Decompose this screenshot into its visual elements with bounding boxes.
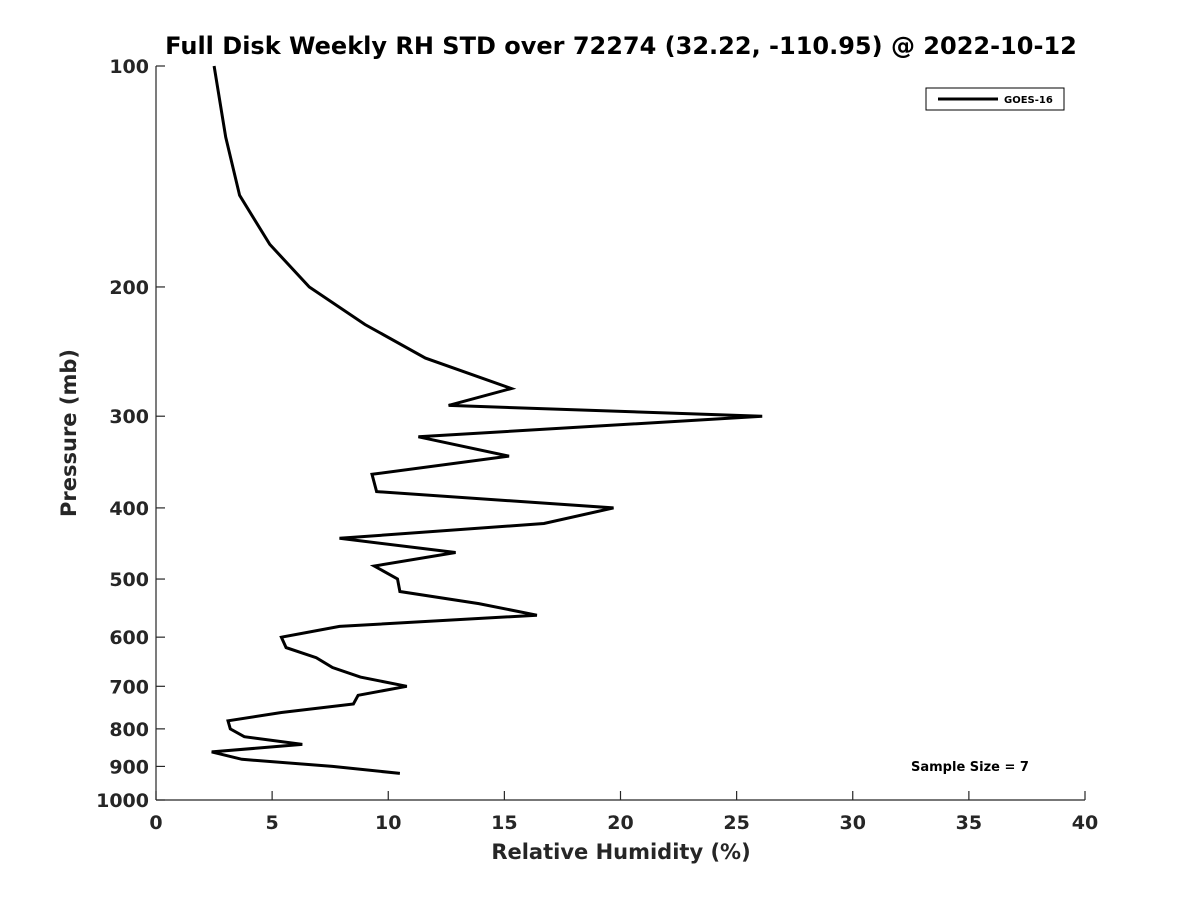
y-axis-label: Pressure (mb) — [57, 349, 81, 517]
y-tick-label: 400 — [109, 498, 149, 520]
y-tick-label: 800 — [109, 719, 149, 741]
series-layer — [211, 65, 763, 775]
x-tick-label: 30 — [840, 812, 866, 834]
chart-title: Full Disk Weekly RH STD over 72274 (32.2… — [165, 32, 1077, 60]
y-tick-label: 100 — [109, 56, 149, 78]
x-tick-label: 15 — [491, 812, 517, 834]
y-tick-label: 200 — [109, 277, 149, 299]
x-tick-label: 40 — [1072, 812, 1098, 834]
legend-entry-goes-16: GOES-16 — [1004, 95, 1053, 106]
y-tick-label: 300 — [109, 406, 149, 428]
x-tick-label: 5 — [266, 812, 279, 834]
x-tick-label: 35 — [956, 812, 982, 834]
y-tick-label: 900 — [109, 756, 149, 778]
axes — [155, 66, 1085, 801]
sample-size-annotation: Sample Size = 7 — [911, 760, 1029, 775]
y-tick-label: 700 — [109, 676, 149, 698]
legend: GOES-16 — [925, 87, 1065, 111]
x-tick-label: 10 — [375, 812, 401, 834]
x-tick-label: 0 — [149, 812, 162, 834]
y-tick-label: 1000 — [96, 790, 149, 812]
x-tick-label: 20 — [607, 812, 633, 834]
x-axis-label: Relative Humidity (%) — [491, 840, 750, 864]
series-line-goes-16 — [211, 65, 763, 775]
y-tick-label: 600 — [109, 627, 149, 649]
ticks: 0 5 10 15 20 25 30 35 40 100 200 300 400 500 600 700 800… — [96, 56, 1098, 834]
x-tick-label: 25 — [723, 812, 749, 834]
y-tick-label: 500 — [109, 569, 149, 591]
